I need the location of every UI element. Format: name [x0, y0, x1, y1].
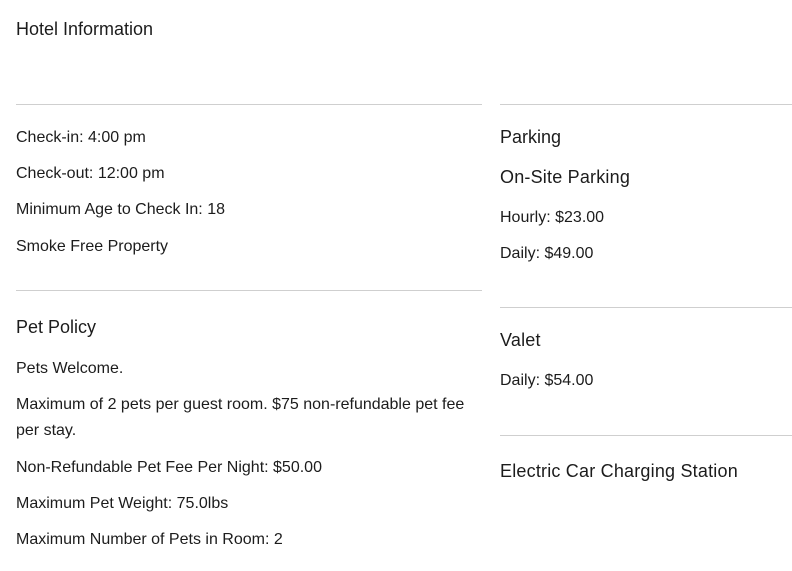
divider	[500, 104, 792, 105]
page-title: Hotel Information	[16, 19, 154, 39]
pet-nightly-fee: Non-Refundable Pet Fee Per Night: $50.00	[16, 459, 322, 476]
pet-max-number: Maximum Number of Pets in Room: 2	[16, 531, 283, 548]
divider	[500, 435, 792, 436]
pet-max-weight: Maximum Pet Weight: 75.0lbs	[16, 495, 229, 512]
pet-policy-heading: Pet Policy	[16, 317, 97, 337]
pets-welcome: Pets Welcome.	[16, 360, 124, 377]
parking-daily: Daily: $49.00	[500, 245, 594, 262]
valet-heading: Valet	[500, 330, 541, 350]
divider	[16, 104, 482, 105]
divider	[500, 307, 792, 308]
minimum-age: Minimum Age to Check In: 18	[16, 201, 225, 218]
check-out-time: Check-out: 12:00 pm	[16, 165, 165, 182]
divider	[16, 290, 482, 291]
check-in-time: Check-in: 4:00 pm	[16, 129, 146, 146]
parking-heading: Parking	[500, 127, 562, 147]
valet-daily: Daily: $54.00	[500, 372, 594, 389]
pet-max-fee: Maximum of 2 pets per guest room. $75 no…	[16, 396, 465, 439]
onsite-parking-heading: On-Site Parking	[500, 167, 631, 187]
ev-charging-heading: Electric Car Charging Station	[500, 461, 738, 481]
parking-hourly: Hourly: $23.00	[500, 209, 605, 226]
smoke-free: Smoke Free Property	[16, 238, 169, 255]
